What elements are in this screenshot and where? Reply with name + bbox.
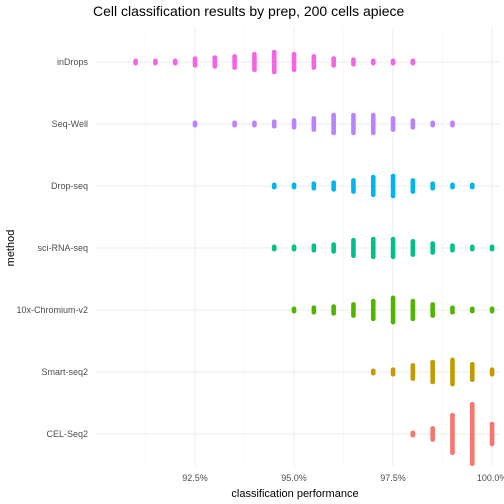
data-point-sci-rna-seq — [370, 254, 376, 260]
data-point-seq-well — [192, 122, 198, 128]
y-tick-label: sci-RNA-seq — [37, 243, 88, 253]
data-point-drop-seq — [430, 185, 436, 191]
data-point-indrops — [351, 61, 356, 67]
data-point-drop-seq — [410, 189, 416, 194]
data-point-sci-rna-seq — [469, 246, 475, 252]
data-point-drop-seq — [271, 184, 277, 190]
data-point-indrops — [331, 62, 337, 68]
data-point-drop-seq — [469, 184, 475, 190]
data-point-10x-chromium-v2 — [469, 308, 475, 314]
data-point-seq-well — [351, 130, 356, 136]
data-point-sci-rna-seq — [430, 250, 436, 255]
data-point-seq-well — [430, 122, 436, 128]
data-point-10x-chromium-v2 — [331, 310, 337, 316]
data-point-cel-seq2 — [450, 450, 455, 456]
data-point-sci-rna-seq — [291, 246, 297, 252]
data-point-10x-chromium-v2 — [410, 316, 416, 322]
data-point-sci-rna-seq — [489, 246, 495, 252]
data-point-drop-seq — [450, 184, 455, 190]
y-tick-labels: inDrops Seq-Well Drop-seq sci-RNA-seq 10x-Ch… — [16, 57, 88, 439]
data-point-seq-well — [291, 124, 297, 130]
data-point-indrops — [192, 62, 198, 68]
data-point-indrops — [232, 65, 238, 70]
data-point-indrops — [390, 60, 396, 66]
data-point-drop-seq — [390, 193, 396, 199]
data-point-indrops — [153, 60, 158, 66]
data-point-cel-seq2 — [469, 461, 475, 467]
data-point-indrops — [271, 69, 277, 75]
y-tick-label: inDrops — [57, 57, 89, 67]
data-point-indrops — [410, 60, 416, 66]
x-axis-label: classification performance — [231, 488, 358, 500]
data-point-seq-well — [311, 127, 317, 132]
data-point-cel-seq2 — [489, 441, 495, 447]
data-point-indrops — [311, 65, 317, 70]
data-point-10x-chromium-v2 — [390, 319, 396, 325]
x-tick-labels: 92.5% 95.0% 97.5% 100.0% — [182, 473, 504, 483]
data-point-sci-rna-seq — [390, 254, 396, 260]
data-point-drop-seq — [311, 185, 317, 191]
data-point-sci-rna-seq — [450, 247, 455, 253]
data-point-indrops — [370, 60, 376, 66]
data-point-seq-well — [370, 130, 376, 136]
data-point-smart-seq2 — [450, 381, 455, 387]
x-tick-label: 97.5% — [380, 473, 406, 483]
data-point-sci-rna-seq — [351, 253, 356, 259]
data-point-sci-rna-seq — [271, 246, 277, 252]
y-tick-label: 10x-Chromium-v2 — [16, 305, 88, 315]
data-point-seq-well — [252, 122, 257, 128]
grid-layer — [96, 28, 500, 466]
y-tick-label: Drop-seq — [51, 181, 88, 191]
data-point-smart-seq2 — [390, 371, 396, 377]
data-point-10x-chromium-v2 — [311, 309, 317, 315]
data-point-drop-seq — [351, 189, 356, 194]
x-tick-label: 100.0% — [477, 473, 504, 483]
data-point-seq-well — [450, 122, 455, 128]
data-point-10x-chromium-v2 — [370, 316, 376, 322]
y-axis-label: method — [5, 230, 17, 267]
y-tick-label: CEL-Seq2 — [46, 429, 88, 439]
data-point-smart-seq2 — [489, 371, 495, 377]
data-point-seq-well — [390, 127, 396, 132]
data-point-seq-well — [331, 130, 337, 136]
data-point-smart-seq2 — [370, 370, 376, 376]
y-tick-label: Smart-seq2 — [41, 367, 88, 377]
data-point-indrops — [252, 67, 257, 73]
data-point-10x-chromium-v2 — [450, 309, 455, 315]
data-point-sci-rna-seq — [311, 247, 317, 253]
data-point-indrops — [133, 60, 139, 66]
data-point-indrops — [291, 67, 297, 73]
data-point-seq-well — [410, 124, 416, 130]
data-point-10x-chromium-v2 — [351, 313, 356, 318]
data-point-sci-rna-seq — [331, 248, 337, 254]
data-point-smart-seq2 — [469, 377, 475, 383]
data-point-10x-chromium-v2 — [291, 308, 297, 314]
chart-title: Cell classification results by prep, 200… — [93, 3, 404, 19]
data-point-cel-seq2 — [430, 437, 436, 442]
data-point-indrops — [172, 60, 178, 66]
data-point-drop-seq — [291, 184, 297, 190]
data-point-seq-well — [271, 123, 277, 129]
data-point-smart-seq2 — [410, 376, 416, 381]
data-point-drop-seq — [370, 192, 376, 198]
data-point-seq-well — [232, 122, 238, 128]
data-point-indrops — [212, 64, 218, 69]
points-layer — [133, 49, 495, 467]
data-point-10x-chromium-v2 — [430, 313, 436, 318]
data-point-smart-seq2 — [430, 379, 436, 385]
data-point-10x-chromium-v2 — [489, 308, 495, 314]
data-point-cel-seq2 — [410, 432, 416, 438]
data-point-sci-rna-seq — [410, 252, 416, 257]
data-point-drop-seq — [331, 186, 337, 192]
y-tick-label: Seq-Well — [52, 119, 88, 129]
x-tick-label: 95.0% — [281, 473, 307, 483]
x-tick-label: 92.5% — [182, 473, 208, 483]
